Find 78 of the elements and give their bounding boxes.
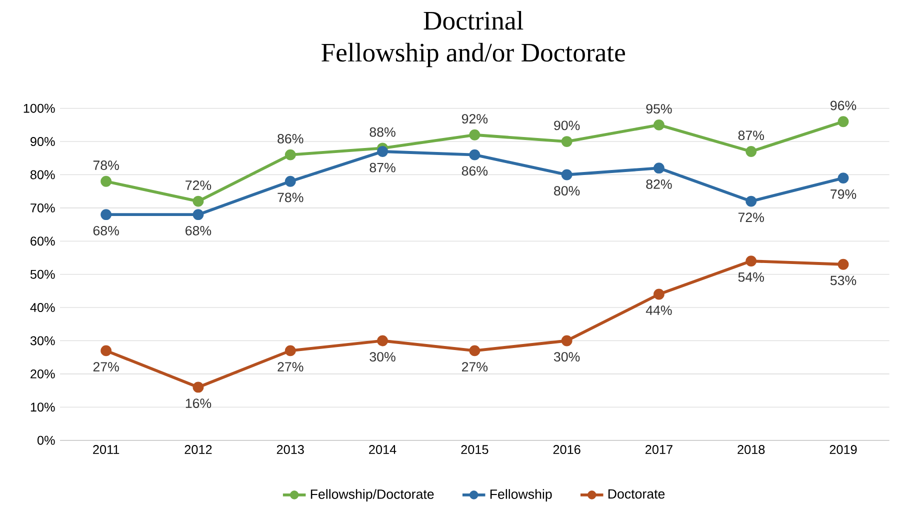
y-tick-label: 90% xyxy=(30,137,55,146)
x-tick-label: 2017 xyxy=(646,445,672,454)
point xyxy=(377,335,388,346)
data-label: 30% xyxy=(554,352,580,362)
data-label: 54% xyxy=(738,272,764,282)
point xyxy=(192,209,204,220)
data-label: 96% xyxy=(830,100,856,110)
chart-subtitle: Fellowship and/or Doctorate xyxy=(322,42,625,68)
x-tick-label: 2019 xyxy=(830,445,857,454)
data-label: 90% xyxy=(554,120,580,130)
point xyxy=(284,149,296,160)
data-label: 72% xyxy=(186,180,212,190)
point xyxy=(838,258,849,270)
data-label: 78% xyxy=(278,192,304,202)
point xyxy=(561,136,572,147)
data-label: 88% xyxy=(370,127,396,137)
legend-label: Doctorate xyxy=(608,489,665,499)
y-tick-label: 40% xyxy=(30,303,55,312)
point xyxy=(838,172,849,184)
x-tick-label: 2014 xyxy=(369,445,396,454)
y-tick-label: 60% xyxy=(30,236,55,246)
point xyxy=(469,149,480,160)
data-label: 92% xyxy=(462,114,488,124)
data-label: 44% xyxy=(646,306,672,315)
point xyxy=(469,345,480,356)
data-label: 79% xyxy=(830,189,856,199)
point xyxy=(192,382,204,393)
x-tick-label: 2013 xyxy=(276,445,304,454)
data-label: 68% xyxy=(93,226,119,236)
point xyxy=(746,196,757,207)
data-label: 68% xyxy=(186,226,212,236)
y-tick-label: 30% xyxy=(30,336,55,346)
y-tick-label: 80% xyxy=(30,170,55,180)
point xyxy=(653,162,664,174)
point xyxy=(561,335,572,346)
point xyxy=(192,196,204,207)
x-tick-label: 2016 xyxy=(553,445,580,454)
point xyxy=(284,345,296,356)
legend-label: Fellowship/Doctorate xyxy=(310,489,434,502)
legend-label: Fellowship xyxy=(490,489,552,502)
point xyxy=(469,129,480,140)
data-label: 86% xyxy=(462,166,488,176)
y-tick-label: 100% xyxy=(24,104,55,113)
data-label: 87% xyxy=(738,130,764,140)
x-tick-label: 2018 xyxy=(738,445,765,454)
y-tick-label: 20% xyxy=(30,369,55,378)
point xyxy=(100,345,112,356)
data-label: 87% xyxy=(370,162,396,172)
y-tick-label: 10% xyxy=(30,402,55,412)
data-label: 72% xyxy=(738,212,764,222)
data-label: 27% xyxy=(93,362,119,372)
x-tick-label: 2015 xyxy=(461,445,488,454)
point xyxy=(746,146,757,157)
y-tick-label: 0% xyxy=(37,436,55,445)
point xyxy=(653,288,664,300)
data-label: 80% xyxy=(554,186,580,196)
y-tick-label: 50% xyxy=(30,270,55,279)
data-label: 27% xyxy=(278,362,304,372)
data-label: 16% xyxy=(186,398,212,408)
point xyxy=(100,209,112,220)
point xyxy=(284,176,296,187)
data-label: 78% xyxy=(93,160,119,170)
data-label: 95% xyxy=(646,104,672,114)
point xyxy=(377,146,388,157)
point xyxy=(561,169,572,180)
data-label: 86% xyxy=(278,134,304,144)
point xyxy=(746,256,757,267)
point xyxy=(100,176,112,187)
data-label: 53% xyxy=(830,276,856,286)
point xyxy=(653,119,664,130)
x-tick-label: 2011 xyxy=(93,445,120,454)
chart-title: Doctrinal xyxy=(424,10,524,30)
data-label: 82% xyxy=(646,179,672,189)
y-tick-label: 70% xyxy=(30,203,55,212)
data-label: 27% xyxy=(462,362,488,372)
data-label: 30% xyxy=(370,352,396,362)
x-tick-label: 2012 xyxy=(184,445,212,454)
point xyxy=(838,116,849,128)
